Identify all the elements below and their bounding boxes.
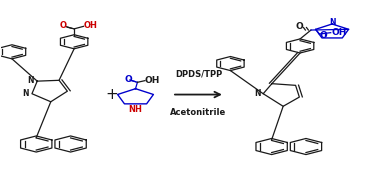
Text: NH: NH: [129, 105, 143, 114]
Text: DPDS/TPP: DPDS/TPP: [175, 70, 222, 79]
Text: OH: OH: [84, 21, 97, 30]
Text: O: O: [124, 75, 132, 84]
Text: +: +: [105, 87, 118, 102]
Text: OH: OH: [332, 28, 347, 37]
Text: OH: OH: [145, 76, 160, 85]
Text: Acetonitrile: Acetonitrile: [170, 108, 226, 117]
Text: N: N: [22, 89, 28, 98]
Text: N: N: [255, 89, 261, 98]
Text: N: N: [27, 76, 34, 85]
Text: O: O: [60, 21, 67, 30]
Text: N: N: [329, 18, 335, 27]
Text: O: O: [319, 31, 327, 40]
Text: O: O: [296, 22, 304, 31]
